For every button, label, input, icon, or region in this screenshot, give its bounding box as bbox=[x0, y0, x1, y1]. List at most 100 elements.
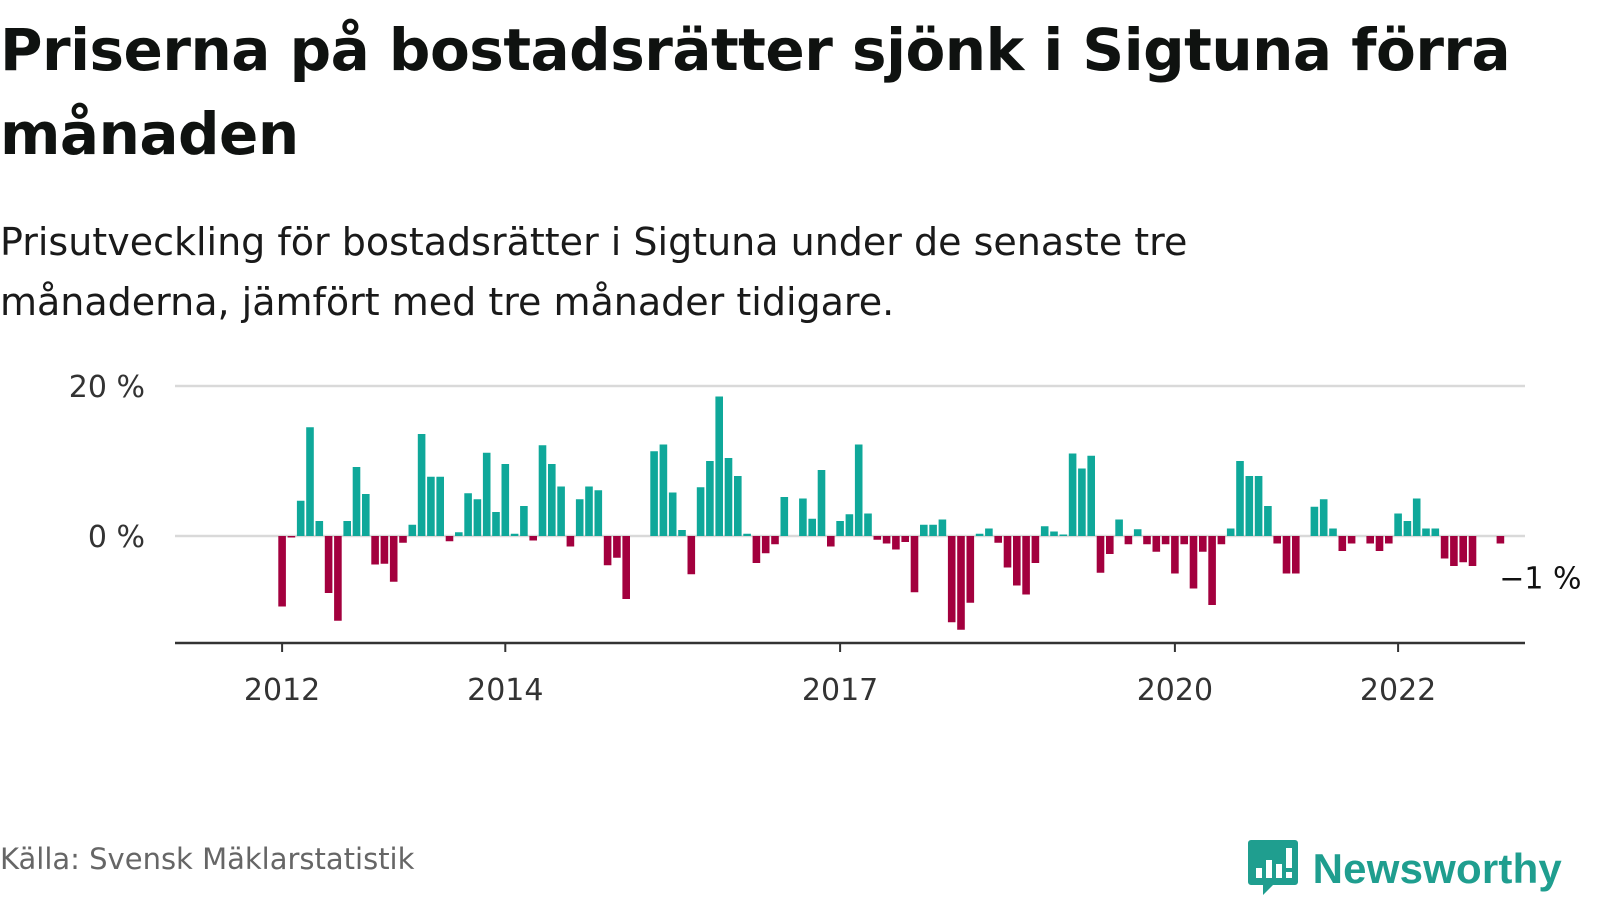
bar bbox=[873, 536, 882, 540]
newsworthy-logo[interactable]: Newsworthy bbox=[1247, 838, 1562, 900]
bar bbox=[938, 519, 947, 536]
bar bbox=[659, 444, 668, 536]
bar bbox=[1273, 536, 1281, 544]
bar bbox=[864, 513, 872, 536]
bar bbox=[399, 536, 407, 543]
bar bbox=[389, 536, 398, 582]
y-tick-label: 20 % bbox=[69, 370, 145, 405]
bar bbox=[287, 536, 296, 538]
x-tick-label: 2012 bbox=[244, 673, 320, 708]
bar bbox=[1366, 536, 1374, 544]
bar bbox=[296, 500, 305, 536]
bar bbox=[957, 536, 965, 630]
bar bbox=[585, 486, 593, 536]
y-tick-label: 0 % bbox=[88, 520, 145, 555]
bars bbox=[278, 396, 1505, 630]
bar bbox=[1226, 528, 1235, 536]
bar bbox=[362, 494, 370, 536]
bar bbox=[417, 434, 426, 536]
bar bbox=[575, 499, 584, 536]
bar bbox=[743, 533, 751, 536]
bar bbox=[668, 492, 677, 536]
bar bbox=[761, 536, 770, 554]
bar bbox=[408, 524, 417, 536]
bar bbox=[1245, 476, 1254, 536]
x-tick-label: 2017 bbox=[802, 673, 878, 708]
bar bbox=[1385, 536, 1393, 544]
bar bbox=[1394, 513, 1402, 536]
bar bbox=[1310, 506, 1319, 536]
bar bbox=[436, 476, 444, 536]
bar bbox=[845, 514, 854, 536]
bar bbox=[817, 470, 826, 536]
bar bbox=[324, 536, 333, 593]
y-axis-ticks: 20 % 0 % bbox=[69, 370, 145, 555]
bar bbox=[473, 499, 482, 536]
bar bbox=[1217, 536, 1226, 545]
bar bbox=[1282, 536, 1291, 574]
x-axis-ticks: 2012 2014 2017 2020 2022 bbox=[244, 643, 1436, 708]
x-tick-label: 2014 bbox=[467, 673, 543, 708]
bar bbox=[352, 467, 361, 536]
bar bbox=[427, 476, 435, 536]
bar bbox=[1440, 536, 1449, 559]
bar bbox=[854, 444, 863, 536]
bar bbox=[752, 536, 761, 563]
bar bbox=[706, 461, 714, 536]
bar bbox=[808, 518, 816, 536]
bar bbox=[1375, 536, 1384, 551]
bar bbox=[510, 533, 519, 536]
bar bbox=[1431, 528, 1440, 536]
bar bbox=[566, 536, 575, 547]
bar bbox=[334, 536, 342, 621]
bar bbox=[1078, 468, 1086, 536]
bar bbox=[1468, 536, 1477, 566]
bar bbox=[1143, 536, 1151, 545]
bar bbox=[780, 497, 789, 536]
last-value-label: −1 % bbox=[1499, 562, 1581, 597]
bar bbox=[1003, 536, 1012, 568]
bar bbox=[994, 536, 1002, 543]
bar bbox=[650, 451, 658, 536]
bar bbox=[1338, 536, 1347, 551]
bar bbox=[1422, 528, 1430, 536]
bar bbox=[1459, 536, 1467, 563]
chart-title: Priserna på bostadsrätter sjönk i Sigtun… bbox=[0, 16, 1511, 168]
bar bbox=[1199, 536, 1207, 552]
bar bbox=[1329, 528, 1337, 536]
bar bbox=[771, 536, 779, 545]
bar bbox=[715, 396, 723, 536]
bar bbox=[882, 536, 891, 544]
bar bbox=[920, 524, 928, 536]
bar bbox=[696, 487, 705, 536]
bar bbox=[1254, 476, 1263, 536]
bar bbox=[603, 536, 612, 566]
bar bbox=[1087, 455, 1095, 536]
x-tick-label: 2020 bbox=[1137, 673, 1213, 708]
bar bbox=[306, 427, 314, 536]
bar bbox=[1236, 461, 1244, 536]
brand-name: Newsworthy bbox=[1312, 845, 1562, 892]
chart-subtitle: Prisutveckling för bostadsrätter i Sigtu… bbox=[0, 220, 1188, 324]
bar bbox=[1115, 519, 1123, 536]
newsworthy-chat-chart-icon bbox=[1247, 838, 1299, 900]
bar bbox=[343, 521, 351, 536]
bar bbox=[1171, 536, 1179, 574]
bar bbox=[1031, 536, 1040, 563]
bar bbox=[687, 536, 696, 575]
bar bbox=[1292, 536, 1300, 574]
bar bbox=[1050, 531, 1058, 536]
bar bbox=[734, 476, 742, 536]
bar bbox=[1450, 536, 1458, 566]
bar bbox=[910, 536, 919, 593]
bar bbox=[1022, 536, 1030, 595]
bar bbox=[836, 521, 844, 536]
bar-chart: 20 % 0 % 2012 2014 2017 2020 2022 −1 % bbox=[69, 370, 1582, 708]
bar bbox=[1180, 536, 1188, 545]
bar bbox=[1319, 499, 1328, 536]
bar bbox=[1152, 536, 1161, 552]
bar bbox=[1059, 534, 1068, 536]
bar bbox=[538, 445, 547, 536]
bar bbox=[1189, 536, 1198, 589]
bar bbox=[975, 533, 984, 536]
